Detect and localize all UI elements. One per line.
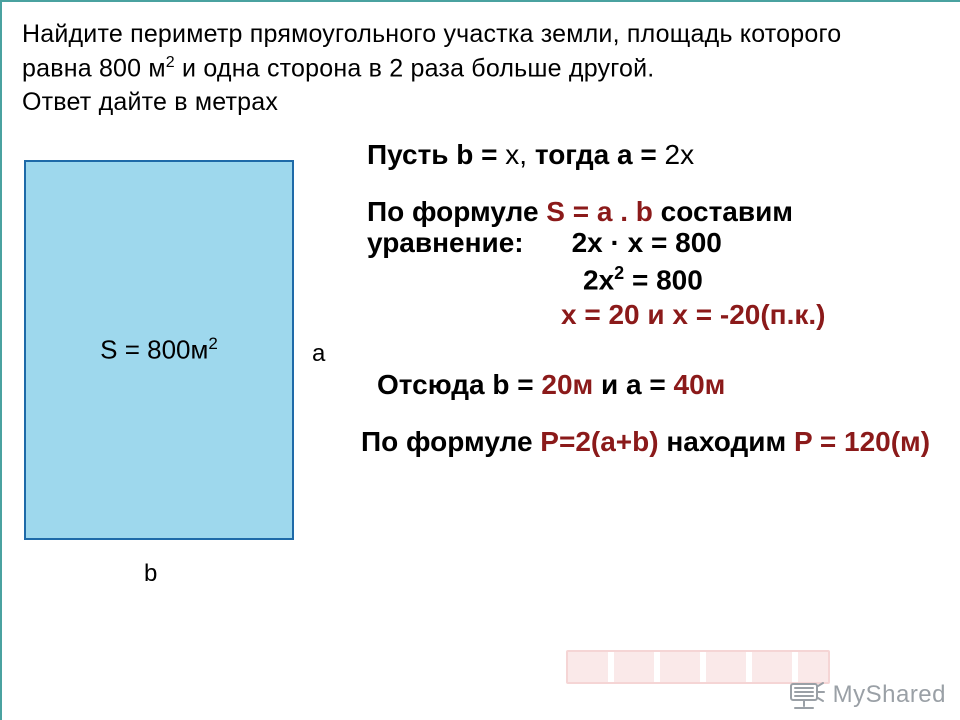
problem-line2-sup: 2 xyxy=(166,54,175,71)
decorative-strip xyxy=(566,650,830,684)
watermark-text: MyShared xyxy=(833,681,946,709)
content-area: S = 800м2 a b Пусть b = х, тогда a = 2х … xyxy=(22,150,950,690)
problem-line2-post: и одна сторона в 2 раза больше другой. xyxy=(175,54,655,82)
solution-line-5: Отсюда b = 20м и a = 40м xyxy=(377,370,960,399)
problem-text: Найдите периметр прямоугольного участка … xyxy=(22,18,950,120)
solution-block: Пусть b = х, тогда a = 2х По формуле S =… xyxy=(367,140,960,457)
watermark: MyShared xyxy=(785,680,946,710)
solution-line-1: Пусть b = х, тогда a = 2х xyxy=(367,140,960,169)
area-rectangle: S = 800м2 xyxy=(24,160,294,540)
side-b-label: b xyxy=(144,560,157,588)
figure: S = 800м2 a b xyxy=(24,160,344,540)
problem-line3: Ответ дайте в метрах xyxy=(22,88,278,116)
page: Найдите периметр прямоугольного участка … xyxy=(0,0,960,720)
projector-icon xyxy=(785,680,825,710)
solution-line-2a: По формуле S = a . b составим xyxy=(367,197,960,226)
solution-line-3: 2х2 = 800 xyxy=(583,264,960,295)
side-a-label: a xyxy=(312,340,325,368)
solution-line-2b: уравнение:2х · х = 800 xyxy=(367,228,960,257)
solution-line-6: По формуле P=2(a+b) находим P = 120(м) xyxy=(361,427,960,456)
problem-line1: Найдите периметр прямоугольного участка … xyxy=(22,20,841,48)
problem-line2-pre: равна 800 м xyxy=(22,54,166,82)
rect-area-label: S = 800м2 xyxy=(100,334,218,366)
solution-line-4: х = 20 и х = -20(п.к.) xyxy=(561,300,960,329)
